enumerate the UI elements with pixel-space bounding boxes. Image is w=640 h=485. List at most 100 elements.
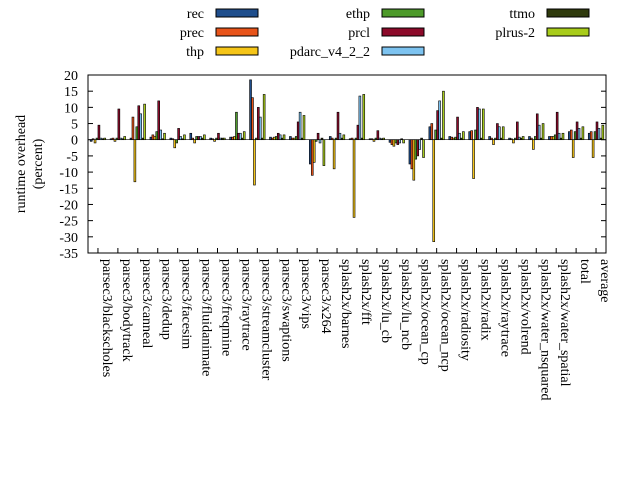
plot-frame	[87, 74, 607, 254]
bar-plrus-2	[442, 90, 445, 141]
bar-plrus-2	[143, 103, 146, 141]
bar-plrus-2	[242, 131, 246, 141]
bar-prec	[470, 130, 473, 141]
bar-thp	[472, 139, 475, 179]
bar-pdarc_v4_2_2	[537, 124, 541, 141]
bar-plrus-2	[302, 115, 306, 141]
x-tick-label: splash2x/barnes	[338, 259, 353, 348]
legend-label-rec: rec	[187, 7, 204, 22]
legend-label-prec: prec	[180, 26, 204, 41]
x-tick-label: parsec3/facesim	[179, 259, 194, 349]
x-tick-label: splash2x/volrend	[517, 259, 532, 355]
legend-label-ethp: ethp	[346, 7, 370, 22]
bar-ethp	[175, 139, 178, 144]
bar-plrus-2	[521, 136, 525, 141]
bar-pdarc_v4_2_2	[318, 139, 322, 144]
legend-swatch-rec	[215, 8, 259, 18]
y-tick-label: -25	[59, 215, 78, 230]
x-tick-label: total	[577, 259, 592, 284]
x-tick-label: splash2x/fft	[358, 259, 373, 325]
bar-thp	[512, 139, 515, 144]
legend-swatch-plrus-2	[546, 27, 590, 37]
legend-label-thp: thp	[186, 45, 204, 60]
legend-label-pdarc_v4_2_2: pdarc_v4_2_2	[290, 45, 370, 60]
bar-plrus-2	[581, 126, 585, 141]
bar-thp	[532, 139, 535, 150]
y-axis-label-line: (percent)	[31, 138, 46, 189]
x-tick-label: splash2x/lu_ncb	[398, 259, 413, 350]
x-tick-label: parsec3/swaptions	[278, 259, 293, 362]
bar-prec	[131, 116, 135, 141]
legend-label-ttmo: ttmo	[509, 7, 535, 22]
bar-plrus-2	[262, 94, 266, 141]
legend-swatch-ttmo	[546, 8, 590, 18]
legend-label-prcl: prcl	[348, 26, 370, 41]
y-axis-label-line: runtime overhead	[14, 115, 29, 213]
bar-plrus-2	[482, 108, 485, 141]
x-tick-label: parsec3/blackscholes	[99, 259, 114, 377]
x-tick-label: splash2x/ocean_ncp	[438, 259, 453, 372]
y-tick-label: 20	[64, 69, 78, 84]
bar-thp	[332, 139, 336, 170]
legend-swatch-pdarc_v4_2_2	[381, 46, 425, 56]
bar-prec	[569, 129, 573, 141]
bar-plrus-2	[561, 132, 565, 141]
bar-plrus-2	[163, 132, 166, 141]
x-tick-label: splash2x/ocean_cp	[418, 259, 433, 365]
bar-thp	[93, 139, 97, 144]
bar-plrus-2	[203, 134, 206, 141]
bar-plrus-2	[462, 131, 465, 141]
x-tick-label: parsec3/dedup	[159, 259, 174, 340]
x-axis: parsec3/blackscholes parsec3/bodytrack par…	[97, 248, 612, 401]
x-tick-label: parsec3/fluidanimate	[199, 259, 214, 376]
bar-plrus-2	[601, 124, 605, 141]
legend-label-plrus-2: plrus-2	[495, 26, 535, 41]
bar-plrus-2	[282, 134, 286, 141]
bar-plrus-2	[183, 134, 186, 141]
bar-pdarc_v4_2_2	[358, 95, 362, 141]
bar-thp	[591, 139, 595, 158]
bar-pdarc_v4_2_2	[258, 116, 262, 141]
bar-thp	[432, 139, 436, 242]
x-tick-label: parsec3/raytrace	[238, 259, 253, 351]
bar-prec	[430, 123, 434, 141]
y-tick-label: 10	[64, 101, 78, 116]
bar-plrus-2	[342, 134, 346, 141]
y-tick-label: -20	[59, 198, 78, 213]
y-tick-label: -35	[59, 247, 78, 262]
x-tick-label: splash2x/water_spatial	[557, 259, 572, 387]
x-tick-label: parsec3/canneal	[139, 259, 154, 348]
x-tick-label: parsec3/streamcluster	[258, 259, 273, 381]
bar-plrus-2	[322, 139, 326, 166]
x-tick-label: splash2x/lu_cb	[378, 259, 393, 343]
bar-plrus-2	[541, 123, 545, 141]
bar-thp	[352, 139, 356, 218]
legend-swatch-prcl	[381, 27, 425, 37]
y-tick-label: -10	[59, 166, 78, 181]
y-tick-label: -30	[59, 231, 78, 246]
x-tick-label: average	[597, 259, 612, 303]
bar-plrus-2	[402, 139, 405, 144]
bar-thp	[193, 139, 196, 144]
x-tick-label: parsec3/bodytrack	[119, 259, 134, 362]
bar-layer	[88, 79, 606, 242]
x-tick-label: splash2x/raytrace	[497, 259, 512, 357]
bar-pdarc_v4_2_2	[498, 126, 501, 141]
bar-thp	[492, 139, 495, 145]
bar-pdarc_v4_2_2	[438, 100, 441, 141]
legend: rec prec thp ethp prcl pdarc_v4_2_2 ttmo plrus-…	[180, 7, 590, 60]
bar-pdarc_v4_2_2	[298, 111, 302, 141]
bar-prec	[589, 131, 593, 141]
bar-thp	[312, 139, 316, 163]
bar-pdarc_v4_2_2	[418, 139, 421, 150]
bar-thp	[133, 139, 137, 183]
legend-swatch-ethp	[381, 8, 425, 18]
y-tick-label: 15	[64, 85, 78, 100]
bar-pdarc_v4_2_2	[398, 139, 401, 144]
y-axis-label: runtime overhead (percent)	[14, 115, 46, 213]
bar-pdarc_v4_2_2	[139, 113, 142, 141]
bar-plrus-2	[362, 94, 366, 141]
x-tick-label: parsec3/vips	[298, 259, 313, 329]
